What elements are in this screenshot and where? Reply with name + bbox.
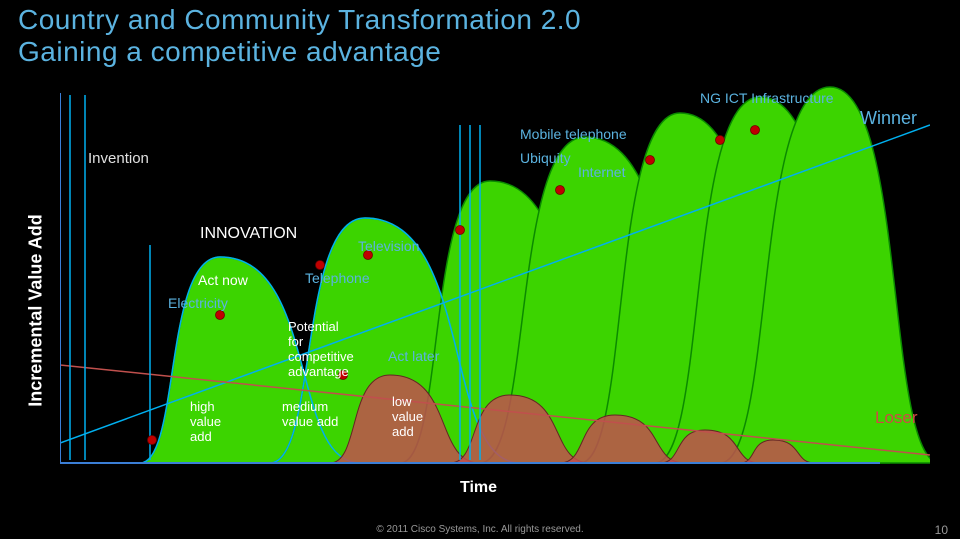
ann-low: low value add — [392, 395, 423, 440]
title-line-1: Country and Community Transformation 2.0 — [18, 4, 581, 36]
ann-winner: Winner — [860, 108, 917, 129]
ann-electricity: Electricity — [168, 295, 228, 311]
ann-high: high value add — [190, 400, 221, 445]
ann-act-later: Act later — [388, 348, 439, 364]
title-line-2: Gaining a competitive advantage — [18, 36, 441, 68]
ann-innovation: INNOVATION — [200, 225, 297, 243]
ann-television: Television — [358, 238, 419, 254]
ann-ng-ict: NG ICT Infrastructure — [700, 90, 834, 106]
ann-ubiquity: Ubiquity — [520, 150, 571, 166]
ann-potential: Potential for competitive advantage — [288, 320, 354, 380]
ann-internet: Internet — [578, 164, 625, 180]
ann-act-now: Act now — [198, 272, 248, 288]
ann-mobile: Mobile telephone — [520, 126, 627, 142]
footer-copyright: © 2011 Cisco Systems, Inc. All rights re… — [0, 524, 960, 535]
y-axis-label: Incremental Value Add — [26, 214, 47, 406]
x-axis-label: Time — [460, 479, 497, 497]
ann-invention: Invention — [88, 150, 149, 167]
ann-telephone: Telephone — [305, 270, 370, 286]
ann-medium: medium value add — [282, 400, 338, 430]
ann-loser: Loser — [875, 408, 918, 428]
page-number: 10 — [935, 523, 948, 537]
